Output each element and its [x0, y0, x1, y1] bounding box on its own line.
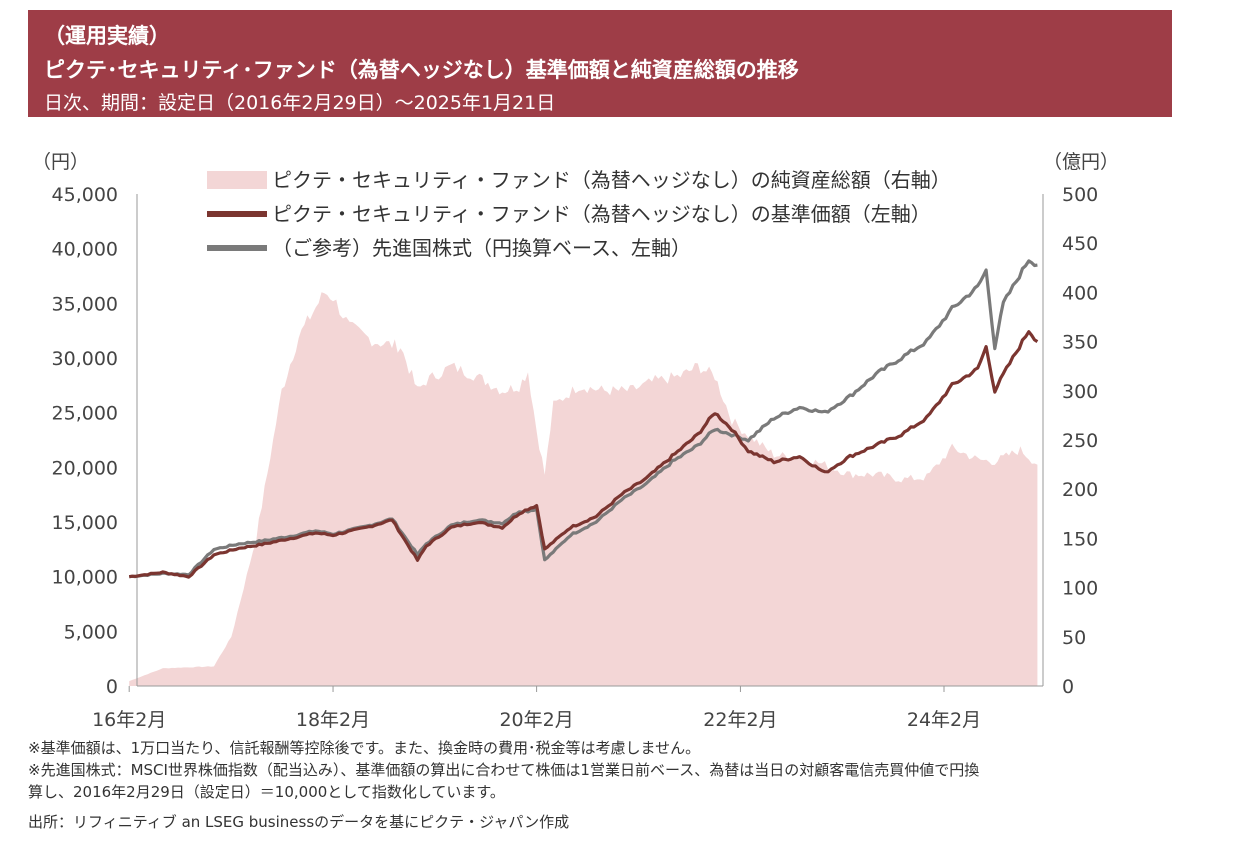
chart-header: （運用実績） ピクテ･セキュリティ･ファンド（為替ヘッジなし）基準価額と純資産総…: [28, 10, 1172, 117]
footnote-3: 算し、2016年2月29日（設定日）＝10,000として指数化しています。: [28, 783, 505, 801]
y-right-tick-label: 0: [1062, 676, 1074, 698]
nav-series-line: [128, 330, 1039, 579]
x-tick-label: 18年2月: [296, 709, 370, 731]
y-right-tick-label: 200: [1062, 479, 1098, 501]
legend: ピクテ・セキュリティ・ファンド（為替ヘッジなし）の純資産総額（右軸） ピクテ・セキ…: [207, 168, 951, 260]
y-right-tick-label: 150: [1062, 528, 1098, 550]
line-chart: 0 5,000 10,000 15,000 20,000 25,000 30,000 35,0…: [32, 151, 1119, 731]
y-right-tick-label: 250: [1062, 430, 1098, 452]
x-tick-label: 22年2月: [703, 709, 777, 731]
aum-area: [129, 292, 1038, 686]
y-left-tick-label: 30,000: [52, 348, 118, 370]
y-left-tick-label: 0: [106, 676, 118, 698]
x-tick-label: 16年2月: [92, 709, 166, 731]
y-right-tick-label: 100: [1062, 578, 1098, 600]
y-right-tick-label: 300: [1062, 381, 1098, 403]
y-axis-label-right: （億円）: [1043, 151, 1119, 173]
axes: [136, 194, 1044, 687]
legend-label-area: ピクテ・セキュリティ・ファンド（為替ヘッジなし）の純資産総額（右軸）: [272, 168, 951, 192]
footnotes: ※基準価額は、1万口当たり、信託報酬等控除後です。また、換金時の費用･税金等は考…: [28, 737, 1228, 833]
aum-area-layer: [129, 292, 1038, 686]
x-tick-label: 20年2月: [499, 709, 573, 731]
footnote-1: ※基準価額は、1万口当たり、信託報酬等控除後です。また、換金時の費用･税金等は考…: [28, 739, 701, 757]
x-tick-label: 24年2月: [907, 709, 981, 731]
tick-labels: 0 5,000 10,000 15,000 20,000 25,000 30,000 35,0…: [52, 184, 1099, 731]
header-label: （運用実績）: [44, 24, 170, 48]
y-axis-label-left: （円）: [32, 151, 89, 173]
y-right-tick-label: 350: [1062, 332, 1098, 354]
y-right-tick-label: 50: [1062, 627, 1086, 649]
y-left-tick-label: 45,000: [52, 184, 118, 206]
chart-subtitle: 日次、期間：設定日（2016年2月29日）～2025年1月21日: [44, 92, 556, 114]
source-note: 出所：リフィニティブ an LSEG businessのデータを基にピクテ・ジャ…: [28, 813, 570, 831]
series-lines: [128, 259, 1039, 579]
y-left-tick-label: 40,000: [52, 239, 118, 261]
msci-series-line: [128, 259, 1038, 579]
y-left-tick-label: 35,000: [52, 293, 118, 315]
y-left-tick-label: 15,000: [52, 512, 118, 534]
legend-label-msci: （ご参考）先進国株式（円換算ベース、左軸）: [272, 236, 691, 260]
y-left-tick-label: 10,000: [52, 567, 118, 589]
y-left-tick-label: 5,000: [64, 621, 118, 643]
footnote-2: ※先進国株式：MSCI世界株価指数（配当込み）、基準価額の算出に合わせて株価は1…: [28, 761, 980, 779]
y-right-tick-label: 500: [1062, 184, 1098, 206]
legend-swatch-aum: [207, 171, 267, 189]
legend-label-nav: ピクテ・セキュリティ・ファンド（為替ヘッジなし）の基準価額（左軸）: [272, 202, 931, 226]
y-right-tick-label: 400: [1062, 282, 1098, 304]
chart-title: ピクテ･セキュリティ･ファンド（為替ヘッジなし）基準価額と純資産総額の推移: [44, 58, 799, 82]
y-left-tick-label: 20,000: [52, 457, 118, 479]
y-right-tick-label: 450: [1062, 233, 1098, 255]
y-left-tick-label: 25,000: [52, 403, 118, 425]
